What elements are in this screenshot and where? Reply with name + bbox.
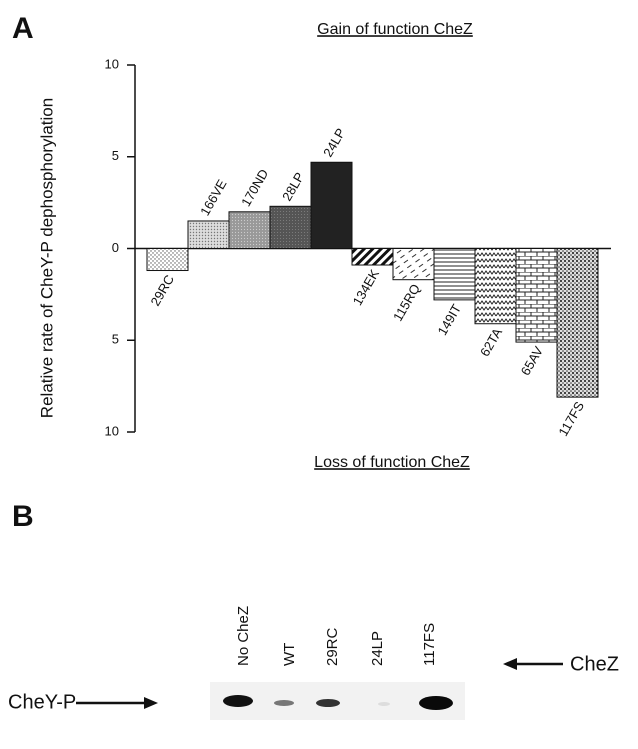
bar (311, 162, 352, 248)
lane-label: WT (281, 643, 298, 666)
category-label: 149IT (434, 302, 464, 338)
bar (516, 249, 557, 343)
gel: No CheZ WT 29RC 24LP 117FS CheZ CheY-P (8, 606, 619, 720)
chart-title: Gain of function CheZ (317, 21, 473, 38)
bar (352, 249, 393, 266)
bar (188, 221, 229, 249)
category-label: 134EK (350, 266, 383, 308)
bar (270, 206, 311, 248)
category-label: 62TA (477, 325, 505, 359)
panel-label: A (12, 12, 34, 45)
panel-label: B (12, 500, 34, 533)
arrow-head (144, 697, 158, 709)
y-tick-label: 10 (105, 56, 119, 71)
category-label: 29RC (147, 272, 177, 308)
y-tick-label: 5 (112, 148, 119, 163)
gel-band (419, 696, 453, 710)
category-label: 28LP (279, 170, 307, 204)
bar (475, 249, 516, 324)
y-tick-label: 5 (112, 332, 119, 347)
bar (393, 249, 434, 280)
category-label: 166VE (197, 177, 230, 219)
bar (229, 212, 270, 249)
bar (147, 249, 188, 271)
bar (557, 249, 598, 398)
y-tick-label: 10 (105, 423, 119, 438)
lane-label: 29RC (324, 627, 341, 666)
arrow-head (503, 658, 517, 670)
gel-band (378, 702, 390, 706)
chart-subtitle: Loss of function CheZ (314, 454, 470, 471)
figure: A B Gain of function CheZ Loss of functi… (0, 0, 638, 749)
gel-band (316, 699, 340, 707)
y-axis-label: Relative rate of CheY-P dephosphorylatio… (37, 98, 56, 418)
cheyp-label: CheY-P (8, 691, 76, 713)
category-label: 65AV (518, 344, 547, 378)
lane-label: No CheZ (235, 606, 252, 666)
lane-label: 24LP (369, 631, 386, 666)
category-label: 170ND (238, 166, 271, 209)
lane-label: 117FS (421, 623, 438, 666)
category-label: 117FS (555, 399, 587, 439)
category-label: 24LP (320, 126, 348, 160)
category-label: 115RQ (390, 281, 423, 323)
y-tick-label: 0 (112, 240, 119, 255)
bar (434, 249, 475, 300)
chez-label: CheZ (570, 653, 619, 675)
gel-band (274, 700, 294, 706)
gel-band (223, 695, 253, 707)
